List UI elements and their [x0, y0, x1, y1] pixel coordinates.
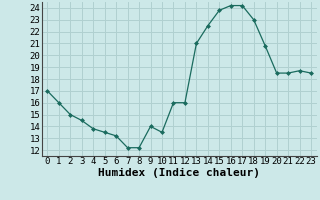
X-axis label: Humidex (Indice chaleur): Humidex (Indice chaleur) [98, 168, 260, 178]
